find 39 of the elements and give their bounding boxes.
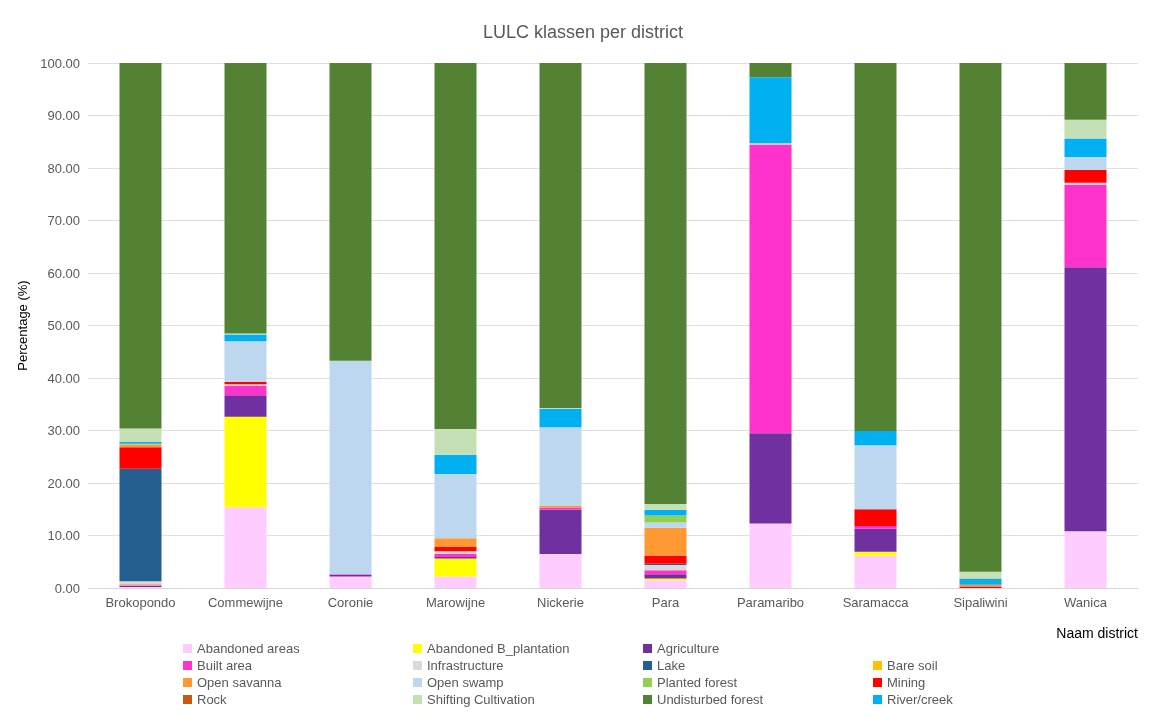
x-tick-label: Sipaliwini [953, 595, 1008, 610]
legend-label: Lake [657, 658, 686, 673]
legend-label: Mining [887, 675, 926, 690]
chart-title: LULC klassen per district [482, 22, 684, 42]
y-tick-label: 30.00 [47, 423, 80, 438]
y-tick-label: 50.00 [47, 318, 80, 333]
x-tick-label: Nickerie [537, 595, 584, 610]
legend-label: Undisturbed forest [657, 692, 764, 707]
y-tick-label: 70.00 [47, 213, 80, 228]
legend-label: Infrastructure [427, 658, 504, 673]
y-tick-label: 20.00 [47, 475, 80, 491]
x-tick-label: Saramacca [842, 595, 910, 610]
x-tick-label: Commewijne [207, 595, 284, 610]
y-tick-label: 10.00 [47, 528, 80, 543]
y-axis-title: Percentage (%) [15, 280, 31, 371]
legend-label: Rock [197, 692, 228, 707]
y-tick-label: 60.00 [47, 265, 80, 281]
legend-label: Abandoned areas [197, 641, 301, 656]
legend-label: Agriculture [657, 641, 720, 656]
y-tick-label: 80.00 [47, 160, 80, 176]
x-tick-label: Paramaribo [736, 595, 805, 610]
legend-label: Built area [197, 658, 253, 673]
legend-label: Bare soil [887, 658, 938, 673]
x-tick-label: Para [651, 595, 680, 610]
x-axis-title: Naam district [1056, 625, 1139, 641]
x-tick-label: Brokopondo [105, 595, 176, 610]
legend-label: River/creek [887, 692, 954, 707]
x-tick-label: Coronie [327, 595, 374, 610]
legend-label: Open savanna [197, 675, 283, 690]
y-tick-label: 0.00 [54, 580, 80, 596]
legend-label: Planted forest [657, 675, 738, 690]
legend-label: Shifting Cultivation [427, 692, 535, 707]
legend-label: Abandoned B_plantation [427, 641, 570, 656]
y-tick-label: 100.00 [40, 55, 80, 71]
x-tick-label: Marowijne [425, 595, 486, 610]
legend-label: Open swamp [427, 675, 504, 690]
y-tick-label: 40.00 [47, 370, 80, 386]
y-tick-label: 90.00 [47, 108, 80, 123]
x-tick-label: Wanica [1064, 595, 1108, 610]
